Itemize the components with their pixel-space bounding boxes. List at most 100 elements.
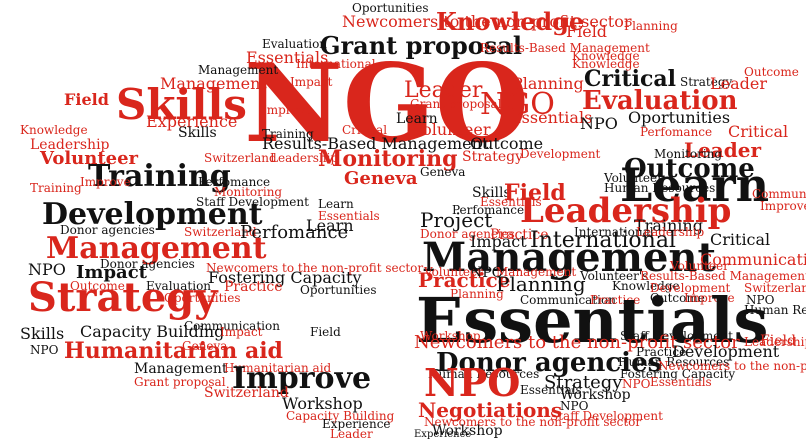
word: Field xyxy=(504,180,566,206)
word: NPO xyxy=(560,399,589,413)
word: Impact xyxy=(290,75,333,89)
word: NPO xyxy=(30,343,59,357)
word: Learn xyxy=(306,216,354,235)
word: Critical xyxy=(710,230,771,249)
word: Essentials xyxy=(480,195,542,209)
word: Improve xyxy=(80,175,131,189)
word: Outcome xyxy=(624,154,755,184)
word: Essentials xyxy=(650,375,712,389)
word: NPO xyxy=(622,377,651,391)
word: Development xyxy=(520,147,601,161)
word: Training xyxy=(30,181,82,195)
word: Critical xyxy=(342,123,388,137)
word: Experience xyxy=(322,417,391,431)
word: Training xyxy=(88,159,231,194)
word: Newcomers to the non-profit sector xyxy=(414,332,740,353)
word: Practice xyxy=(590,293,641,307)
word: Planning xyxy=(450,287,504,301)
word: Donor agencies xyxy=(60,223,155,237)
word: Practice xyxy=(490,227,549,243)
word: Planning xyxy=(496,272,586,296)
word: Newcomers to the non-profit sector xyxy=(658,359,806,373)
word: Essentials xyxy=(510,108,593,127)
word: Leader xyxy=(330,427,373,440)
word: Improve xyxy=(684,291,735,305)
word: Switzerland xyxy=(204,151,277,165)
word: Project xyxy=(420,208,493,232)
word: Volunteer xyxy=(670,259,729,273)
word: International xyxy=(296,57,376,71)
word: Field xyxy=(566,22,608,41)
word: International xyxy=(530,228,676,253)
word: Donor agencies xyxy=(100,257,195,271)
word: Management xyxy=(496,265,577,279)
word: Planning xyxy=(512,74,584,93)
word: Management xyxy=(160,74,267,93)
word: Impact xyxy=(76,262,147,283)
word: Leadership xyxy=(744,335,806,349)
word: Capacity Building xyxy=(286,409,395,423)
word: Monitoring xyxy=(214,185,283,199)
word: Newcomers to the non-profit sector xyxy=(206,261,424,275)
word: Outcome xyxy=(70,279,125,293)
word: Critical xyxy=(584,66,676,92)
word: Workshop xyxy=(282,394,363,413)
word: Improve xyxy=(232,361,372,396)
word: Training xyxy=(262,127,314,141)
word: Planning xyxy=(624,19,678,33)
word: Learn xyxy=(318,197,354,211)
word: Volunteer xyxy=(424,265,483,279)
word: Experience xyxy=(146,112,238,131)
word: Human Resources xyxy=(618,355,730,369)
word: Results-Based Management xyxy=(262,134,489,153)
word: Development xyxy=(650,281,731,295)
word: Perfomance xyxy=(640,125,713,139)
word: Oportunities xyxy=(352,1,429,15)
word: Volunteer xyxy=(412,120,491,139)
word: Practice xyxy=(418,268,511,292)
word: Essentials xyxy=(246,48,329,67)
word: Impact xyxy=(470,232,527,251)
word: Grant proposal xyxy=(134,375,226,389)
word: NPO xyxy=(580,114,618,133)
word: Management xyxy=(134,361,228,377)
word: Switzerland xyxy=(204,385,289,401)
word: Knowledge xyxy=(612,279,680,293)
word: Workshop xyxy=(420,329,481,343)
word: Negotiations xyxy=(418,398,563,422)
word: Outcome xyxy=(470,134,544,153)
word: Oportunities xyxy=(164,291,241,305)
word: NPO xyxy=(470,265,504,281)
word: Evaluation xyxy=(262,37,328,51)
word: Human Resources xyxy=(428,367,540,381)
word: Skills xyxy=(472,185,511,201)
word: Management xyxy=(46,231,267,266)
word: Strategy xyxy=(462,149,524,165)
word: Volunteer's xyxy=(580,269,649,283)
word: Results-Based Management xyxy=(480,41,650,55)
word: Leader xyxy=(684,138,761,162)
word: Communication xyxy=(700,250,806,269)
word: Geneva xyxy=(420,165,466,179)
word: Humanitarian aid xyxy=(64,338,283,364)
word: Leader xyxy=(404,78,483,103)
word: Communication xyxy=(184,319,280,333)
word: Outcome xyxy=(744,65,799,79)
word: Perfomance xyxy=(452,203,525,217)
word: Staff Development xyxy=(550,409,663,423)
word: Grant proposal xyxy=(320,31,522,60)
word: Evaluation xyxy=(582,86,738,116)
word: Fostering Capacity xyxy=(208,268,362,287)
word: NPO xyxy=(424,360,521,405)
word: Switzerland xyxy=(744,281,806,295)
word: Knowledge xyxy=(572,57,640,71)
word: Field xyxy=(760,333,796,349)
word: Humanitarian aid xyxy=(224,361,332,375)
word: Oportunities xyxy=(628,108,731,127)
word: Communication xyxy=(752,187,806,201)
word: Strategy xyxy=(544,372,623,393)
word: NGO xyxy=(480,87,555,122)
word: Improve xyxy=(262,103,313,117)
word: Knowledge xyxy=(436,7,585,36)
